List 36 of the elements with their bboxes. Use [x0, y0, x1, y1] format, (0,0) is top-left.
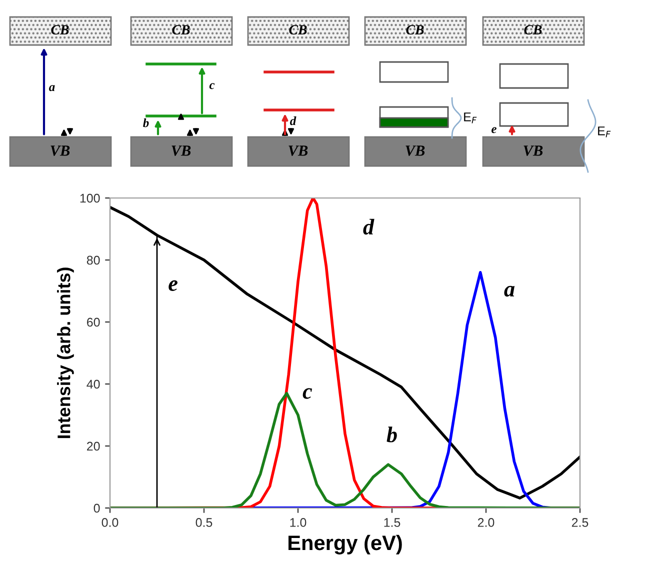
annotation: d: [363, 218, 374, 235]
text: e: [492, 127, 496, 134]
text: b: [143, 118, 149, 128]
x-tick-label: 2.5: [572, 518, 588, 527]
text: VB: [406, 146, 425, 156]
text: VB: [288, 146, 308, 156]
y-axis-title: Intensity (arb. units): [57, 268, 74, 438]
x-tick-label: 0.5: [196, 518, 212, 527]
x-tick-label: 1.5: [384, 518, 400, 527]
x-tick-label: 1.0: [290, 518, 306, 527]
y-tick-label: 60: [87, 318, 100, 327]
text: VB: [172, 146, 191, 156]
y-tick-label: 0: [94, 504, 100, 513]
annotation: e: [168, 280, 178, 291]
text: a: [49, 85, 55, 92]
x-axis-title: Energy (eV): [288, 534, 402, 554]
y-tick-label: 20: [87, 442, 100, 451]
text: CB: [172, 25, 190, 34]
y-tick-label: 100: [80, 194, 100, 203]
y-tick-label: 40: [86, 380, 100, 389]
text: VB: [50, 146, 70, 156]
text: CB: [524, 25, 542, 34]
text: CB: [51, 25, 69, 34]
x-tick-label: 0.0: [102, 518, 118, 527]
text: d: [290, 116, 296, 126]
y-tick-label: 80: [86, 256, 100, 265]
text: CB: [289, 25, 307, 34]
text: VB: [524, 146, 543, 156]
annotation: a: [504, 286, 515, 297]
text: E$_{F}$: [598, 126, 611, 138]
text: E$_{F}$: [464, 112, 477, 124]
text: c: [209, 83, 215, 90]
annotation: c: [302, 388, 312, 399]
annotation: b: [386, 426, 397, 442]
x-tick-label: 2.0: [478, 518, 494, 527]
text: CB: [406, 25, 424, 34]
